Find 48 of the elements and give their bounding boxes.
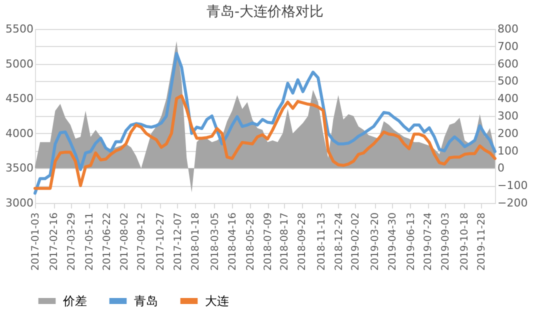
x-tick-label: 2018-11-13 xyxy=(316,212,328,271)
y2-tick-label: 700 xyxy=(498,40,518,53)
y2-tick-label: 300 xyxy=(498,110,518,122)
x-tick-label: 2018-04-16 xyxy=(228,212,239,271)
y-tick-label: 5500 xyxy=(6,22,34,36)
x-tick-label: 2019-06-13 xyxy=(406,212,417,271)
x-tick-label: 2017-02-16 xyxy=(49,212,60,271)
y-tick-label: 5000 xyxy=(6,57,34,70)
x-tick-label: 2018-08-17 xyxy=(279,212,290,271)
y2-tick-label: 400 xyxy=(498,92,518,106)
x-tick-label: 2018-12-24 xyxy=(334,212,345,271)
x-tick-label: 2017-12-07 xyxy=(172,212,184,271)
x-tick-label: 2019-04-30 xyxy=(387,212,398,271)
x-tick-label: 2019-07-24 xyxy=(423,212,434,271)
x-tick-label: 2018-05-28 xyxy=(245,212,256,271)
x-tick-label: 2017-08-02 xyxy=(119,212,130,271)
y2-tick-label: −100 xyxy=(498,179,528,192)
y2-tick-label: 200 xyxy=(498,126,518,140)
y2-tick-label: 0 xyxy=(498,162,504,175)
x-tick-label: 2018-01-18 xyxy=(190,212,202,271)
y-tick-label: 4000 xyxy=(6,126,34,140)
x-tick-label: 2018-07-09 xyxy=(263,212,274,271)
x-tick-label: 2018-03-05 xyxy=(210,212,221,271)
x-tick-label: 2018-09-28 xyxy=(297,212,308,271)
legend-label: 青岛 xyxy=(134,294,158,308)
y2-tick-label: 800 xyxy=(498,22,518,36)
x-tick-label: 2017-05-11 xyxy=(84,212,96,271)
x-tick-label: 2019-11-28 xyxy=(476,212,488,271)
x-tick-label: 2019-10-18 xyxy=(459,212,470,271)
y-tick-label: 3000 xyxy=(6,196,34,210)
x-tick-label: 2017-09-12 xyxy=(136,212,148,271)
y-tick-label: 4500 xyxy=(6,92,34,106)
chart-title: 青岛-大连价格对比 xyxy=(206,4,324,20)
x-tick-label: 2019-02-02 xyxy=(350,212,362,271)
y2-tick-label: 500 xyxy=(498,74,518,88)
y2-tick-label: −200 xyxy=(498,196,528,210)
y2-tick-label: 600 xyxy=(498,57,518,70)
line-series xyxy=(34,94,496,190)
y-tick-label: 3500 xyxy=(6,162,34,175)
legend-label: 大连 xyxy=(205,294,229,308)
legend-label: 价差 xyxy=(62,294,87,308)
x-tick-label: 2017-03-29 xyxy=(66,212,78,271)
x-tick-label: 2019-03-20 xyxy=(370,212,382,271)
x-tick-label: 2017-01-03 xyxy=(30,212,42,271)
x-tick-label: 2019-09-03 xyxy=(440,212,452,271)
x-tick-label: 2017-10-27 xyxy=(156,212,167,271)
y2-tick-label: 100 xyxy=(498,144,518,158)
x-tick-label: 2017-06-22 xyxy=(102,212,114,271)
